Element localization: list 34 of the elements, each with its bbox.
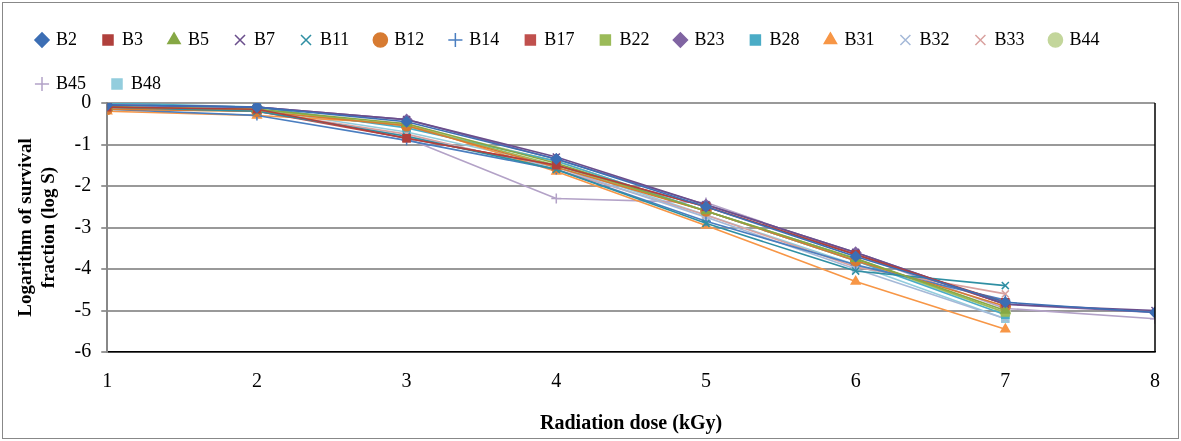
x-tick-label: 2 [251, 369, 262, 392]
legend-label: B7 [254, 28, 276, 49]
y-tick-label: -1 [74, 131, 92, 154]
legend-label: B17 [544, 28, 575, 49]
legend-label: B28 [769, 28, 800, 49]
y-tick-label: -2 [74, 173, 92, 196]
legend-label: B22 [619, 28, 650, 49]
y-tick-label: 0 [81, 90, 92, 113]
legend-label: B23 [694, 28, 725, 49]
y-tick-label: -3 [74, 214, 92, 237]
legend-label: B48 [131, 72, 162, 93]
x-tick-label: 6 [850, 369, 861, 392]
y-axis-title: Logarithm of survival fraction (log S) [14, 138, 60, 317]
legend-label: B32 [919, 28, 950, 49]
x-tick-label: 3 [401, 369, 412, 392]
x-tick-label: 8 [1150, 369, 1160, 392]
legend-label: B31 [844, 28, 875, 49]
legend-label: B33 [994, 28, 1025, 49]
y-tick-label: -4 [74, 256, 92, 279]
y-tick-label: -6 [74, 339, 92, 362]
x-tick-label: 7 [1000, 369, 1011, 392]
x-tick-label: 5 [700, 369, 711, 392]
legend-label: B3 [122, 28, 144, 49]
x-axis-title: Radiation dose (kGy) [540, 411, 723, 435]
legend-label: B11 [320, 28, 350, 49]
legend-label: B2 [56, 28, 78, 49]
x-tick-label: 4 [551, 369, 562, 392]
y-tick-label: -5 [74, 297, 92, 320]
legend-label: B14 [469, 28, 500, 49]
legend-label: B5 [188, 28, 210, 49]
legend-label: B45 [56, 72, 87, 93]
x-tick-label: 1 [102, 369, 113, 392]
legend-label: B12 [394, 28, 425, 49]
legend-label: B44 [1069, 28, 1100, 49]
